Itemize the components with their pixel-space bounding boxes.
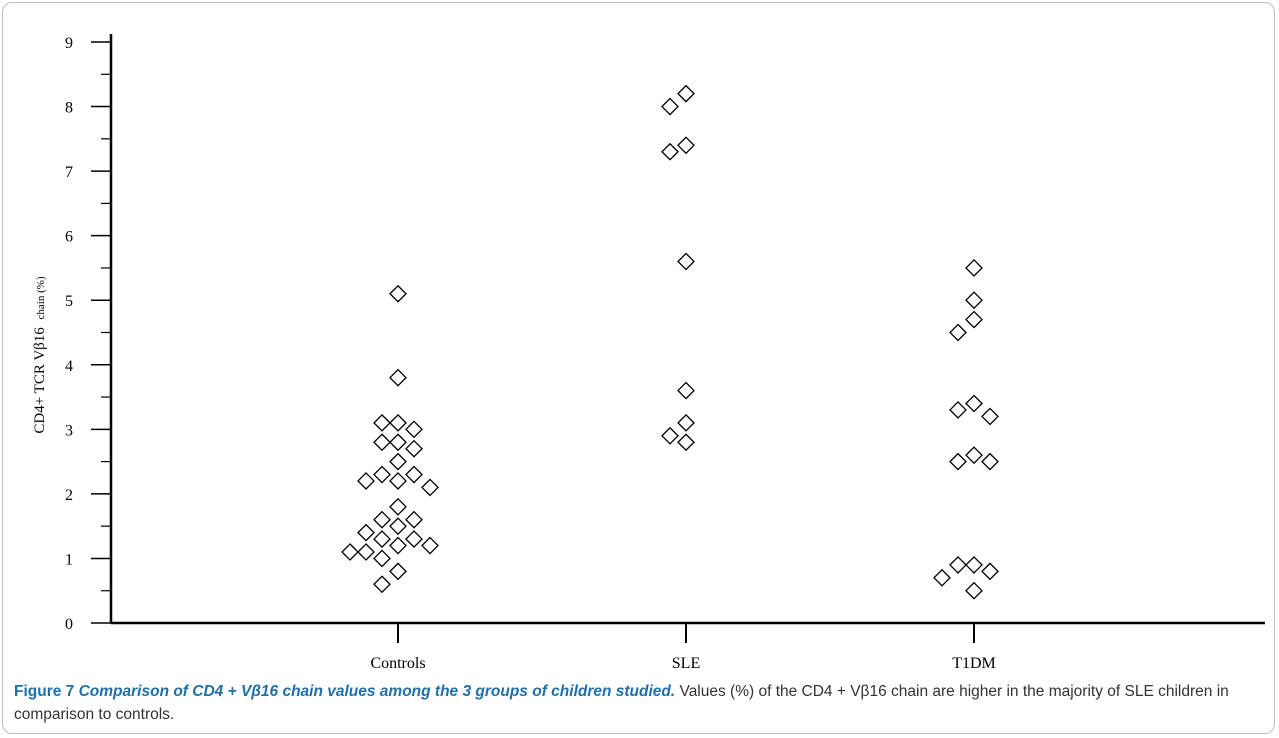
- data-point: [389, 472, 407, 490]
- data-point: [373, 433, 391, 452]
- data-point: [341, 543, 359, 561]
- y-tick-label: 3: [65, 422, 73, 439]
- data-point: [389, 284, 407, 303]
- x-tick-label: T1DM: [952, 655, 996, 672]
- data-point: [949, 323, 967, 342]
- data-point: [357, 523, 375, 542]
- x-tick-label: SLE: [672, 655, 700, 672]
- y-axis-ticks: 0 1 2 3 4 5 6 7 8 9: [65, 35, 111, 633]
- data-point: [661, 97, 679, 116]
- data-point: [677, 433, 695, 452]
- data-point: [677, 252, 695, 271]
- data-point: [677, 84, 695, 103]
- data-point: [373, 510, 391, 529]
- y-tick-label: 5: [65, 293, 73, 310]
- data-point: [421, 536, 439, 555]
- data-point: [357, 543, 375, 561]
- data-point: [373, 575, 391, 594]
- data-point: [677, 381, 695, 400]
- data-point: [965, 291, 983, 310]
- data-point: [677, 413, 695, 432]
- data-point: [405, 439, 423, 458]
- data-point: [373, 413, 391, 432]
- data-point: [405, 510, 423, 529]
- y-tick-label: 8: [65, 100, 73, 117]
- y-tick-label: 7: [65, 164, 73, 181]
- axes: [109, 34, 1265, 625]
- y-tick-label: 1: [65, 551, 73, 568]
- y-tick-label: 2: [65, 487, 73, 504]
- y-tick-label: 6: [65, 229, 73, 246]
- data-point: [373, 530, 391, 548]
- data-points: [341, 84, 999, 600]
- x-tick-label: Controls: [370, 655, 425, 672]
- data-point: [389, 368, 407, 387]
- scatter-chart: 0 1 2 3 4 5 6 7 8 9 Controls SLE T1DM CD4+ TCR Vβ16…: [32, 34, 1265, 672]
- data-point: [389, 452, 407, 471]
- data-point: [357, 472, 375, 490]
- data-point: [389, 413, 407, 432]
- data-point: [949, 452, 967, 471]
- data-point: [965, 581, 983, 600]
- figure-title: Comparison of CD4 + Vβ16 chain values am…: [78, 683, 676, 700]
- data-point: [389, 517, 407, 536]
- data-point: [373, 549, 391, 568]
- data-point: [965, 446, 983, 465]
- data-point: [981, 562, 999, 581]
- data-point: [981, 452, 999, 471]
- data-point: [389, 433, 407, 452]
- data-point: [965, 310, 983, 329]
- data-point: [933, 568, 951, 587]
- figure-number: Figure 7: [14, 683, 75, 700]
- data-point: [949, 555, 967, 574]
- y-tick-label: 9: [65, 35, 73, 52]
- data-point: [405, 420, 423, 439]
- data-point: [965, 394, 983, 413]
- x-axis-ticks: Controls SLE T1DM: [370, 623, 996, 672]
- data-point: [421, 478, 439, 497]
- y-tick-label: 0: [65, 616, 73, 633]
- data-point: [405, 530, 423, 548]
- data-point: [949, 401, 967, 419]
- data-point: [965, 555, 983, 574]
- figure-description: Values (%) of the CD4 + Vβ16 chain are h…: [14, 683, 1229, 723]
- data-point: [965, 259, 983, 277]
- data-point: [405, 465, 423, 484]
- data-point: [661, 142, 679, 161]
- figure-caption: Figure 7 Comparison of CD4 + Vβ16 chain …: [14, 680, 1264, 726]
- data-point: [661, 426, 679, 445]
- data-point: [981, 407, 999, 426]
- data-point: [389, 497, 407, 516]
- data-point: [677, 136, 695, 155]
- y-axis-label: CD4+ TCR Vβ16 chain (%): [32, 276, 48, 434]
- y-tick-label: 4: [65, 358, 73, 375]
- data-point: [389, 562, 407, 581]
- data-point: [389, 536, 407, 555]
- data-point: [373, 465, 391, 484]
